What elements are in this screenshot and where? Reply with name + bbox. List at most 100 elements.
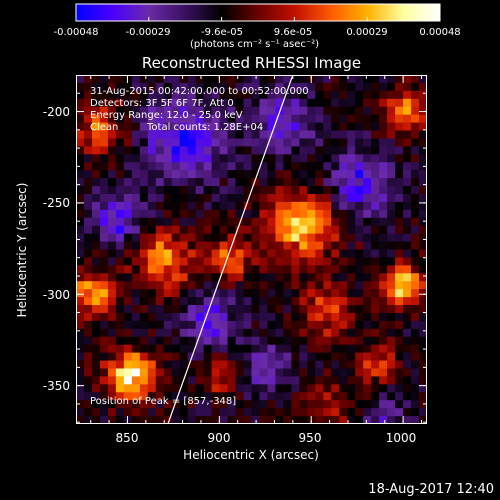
- heatmap-cell: [195, 82, 205, 92]
- heatmap-cell: [171, 281, 181, 290]
- heatmap-cell: [259, 257, 269, 266]
- heatmap-cell: [387, 360, 396, 370]
- heatmap-cell: [203, 98, 213, 108]
- heatmap-cell: [171, 162, 181, 171]
- heatmap-cell: [99, 241, 109, 251]
- heatmap-cell: [187, 209, 197, 219]
- heatmap-cell: [339, 392, 348, 401]
- heatmap-cell: [355, 201, 364, 211]
- heatmap-cell: [411, 344, 420, 354]
- heatmap-cell: [76, 384, 85, 393]
- heatmap-cell: [107, 138, 117, 147]
- heatmap-cell: [267, 320, 277, 330]
- heatmap-cell: [259, 273, 269, 282]
- heatmap-cell: [419, 170, 427, 179]
- heatmap-cell: [171, 249, 181, 259]
- heatmap-cell: [355, 297, 364, 306]
- heatmap-cell: [371, 312, 380, 322]
- heatmap-cell: [219, 130, 229, 140]
- heatmap-cell: [283, 209, 292, 219]
- heatmap-cell: [76, 305, 85, 314]
- heatmap-cell: [115, 297, 125, 306]
- heatmap-cell: [283, 257, 292, 266]
- heatmap-cell: [163, 130, 173, 140]
- heatmap-cell: [171, 257, 181, 266]
- heatmap-cell: [131, 281, 141, 290]
- heatmap-cell: [403, 241, 412, 251]
- heatmap-cell: [91, 408, 101, 417]
- heatmap-cell: [363, 312, 372, 322]
- heatmap-cell: [91, 90, 101, 100]
- heatmap-cell: [347, 162, 356, 171]
- heatmap-cell: [107, 344, 117, 354]
- heatmap-cell: [331, 98, 340, 108]
- heatmap-cell: [379, 75, 388, 84]
- heatmap-cell: [299, 241, 308, 251]
- heatmap-cell: [155, 376, 165, 385]
- heatmap-cell: [179, 297, 189, 306]
- heatmap-cell: [227, 130, 237, 140]
- heatmap-cell: [347, 154, 356, 163]
- heatmap-cell: [155, 241, 165, 251]
- heatmap-cell: [91, 82, 101, 92]
- heatmap-cell: [131, 186, 141, 195]
- heatmap-cell: [387, 384, 396, 393]
- heatmap-cell: [91, 178, 101, 187]
- heatmap-cell: [363, 201, 372, 211]
- heatmap-cell: [211, 75, 221, 84]
- heatmap-cell: [123, 305, 133, 314]
- heatmap-cell: [275, 75, 285, 84]
- heatmap-cell: [395, 186, 404, 195]
- heatmap-cell: [243, 209, 253, 219]
- heatmap-cell: [83, 320, 93, 330]
- heatmap-cell: [387, 281, 396, 290]
- heatmap-cell: [76, 281, 85, 290]
- heatmap-cell: [235, 186, 245, 195]
- heatmap-cell: [139, 344, 149, 354]
- heatmap-cell: [371, 257, 380, 266]
- heatmap-cell: [227, 416, 237, 424]
- heatmap-cell: [315, 360, 324, 370]
- heatmap-cell: [203, 114, 213, 124]
- heatmap-cell: [323, 114, 332, 124]
- heatmap-cell: [107, 241, 117, 251]
- heatmap-cell: [139, 90, 149, 100]
- heatmap-cell: [371, 400, 380, 409]
- heatmap-cell: [83, 273, 93, 282]
- heatmap-cell: [147, 289, 157, 298]
- heatmap-cell: [115, 114, 125, 124]
- heatmap-cell: [195, 209, 205, 219]
- heatmap-cell: [299, 114, 308, 124]
- heatmap-cell: [227, 305, 237, 314]
- heatmap-cell: [283, 178, 292, 187]
- heatmap-cell: [227, 106, 237, 116]
- heatmap-cell: [203, 162, 213, 171]
- heatmap-cell: [195, 312, 205, 322]
- heatmap-cell: [171, 344, 181, 354]
- heatmap-cell: [155, 392, 165, 401]
- heatmap-cell: [363, 392, 372, 401]
- heatmap-cell: [76, 344, 85, 354]
- heatmap-cell: [275, 154, 285, 163]
- heatmap-cell: [347, 130, 356, 140]
- heatmap-cell: [187, 384, 197, 393]
- heatmap-cell: [155, 352, 165, 362]
- heatmap-cell: [187, 122, 197, 132]
- heatmap-cell: [235, 273, 245, 282]
- heatmap-cell: [411, 138, 420, 147]
- heatmap-cell: [403, 281, 412, 290]
- heatmap-cell: [99, 233, 109, 243]
- heatmap-cell: [76, 320, 85, 330]
- heatmap-cell: [283, 217, 292, 227]
- heatmap-cell: [155, 162, 165, 171]
- heatmap-cell: [307, 320, 316, 330]
- heatmap-cell: [211, 392, 221, 401]
- heatmap-cell: [203, 352, 213, 362]
- heatmap-cell: [163, 209, 173, 219]
- heatmap-cell: [251, 209, 261, 219]
- heatmap-cell: [123, 193, 133, 203]
- heatmap-cell: [315, 384, 324, 393]
- heatmap-cell: [83, 305, 93, 314]
- heatmap-cell: [275, 273, 285, 282]
- heatmap-cell: [107, 217, 117, 227]
